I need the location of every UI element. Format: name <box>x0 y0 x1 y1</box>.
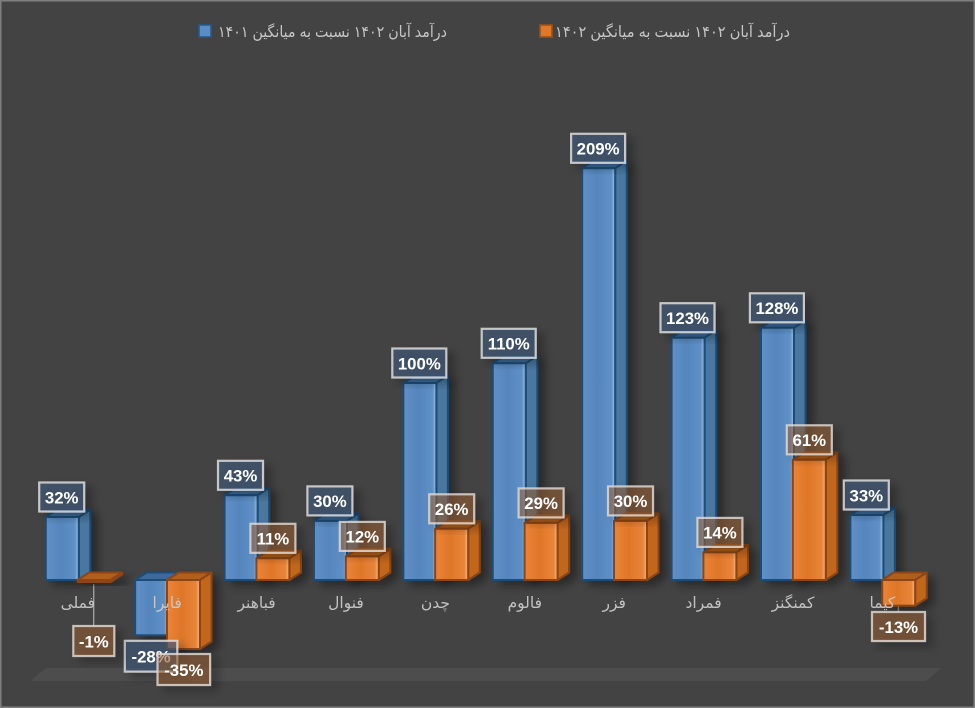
svg-text:چدن: چدن <box>421 595 450 612</box>
svg-text:درآمد آبان ۱۴۰۲ نسبت به میانگی: درآمد آبان ۱۴۰۲ نسبت به میانگین ۱۴۰۲ <box>555 22 790 41</box>
svg-text:فایرا: فایرا <box>153 595 182 612</box>
svg-text:فالوم: فالوم <box>508 595 542 612</box>
svg-text:43%: 43% <box>224 467 258 486</box>
svg-text:-13%: -13% <box>879 618 918 637</box>
svg-text:14%: 14% <box>703 524 737 543</box>
svg-text:-1%: -1% <box>79 632 109 651</box>
svg-text:فنوال: فنوال <box>328 595 364 612</box>
svg-text:209%: 209% <box>577 140 620 159</box>
svg-text:فزر: فزر <box>601 595 625 612</box>
svg-text:درآمد آبان ۱۴۰۲ نسبت به میانگی: درآمد آبان ۱۴۰۲ نسبت به میانگین ۱۴۰۱ <box>218 22 447 41</box>
svg-text:30%: 30% <box>313 492 347 511</box>
svg-text:کمنگنز: کمنگنز <box>771 594 815 612</box>
svg-text:128%: 128% <box>755 299 798 318</box>
svg-text:فملی: فملی <box>61 595 95 612</box>
svg-text:11%: 11% <box>257 530 290 549</box>
svg-text:61%: 61% <box>793 431 827 450</box>
svg-text:کیما: کیما <box>870 595 896 612</box>
svg-text:فمراد: فمراد <box>686 595 722 612</box>
svg-text:12%: 12% <box>346 528 380 547</box>
svg-text:33%: 33% <box>850 486 884 505</box>
svg-text:29%: 29% <box>524 494 558 513</box>
svg-text:26%: 26% <box>435 500 469 519</box>
svg-text:30%: 30% <box>614 492 648 511</box>
svg-text:-35%: -35% <box>164 661 203 680</box>
svg-text:123%: 123% <box>666 309 709 328</box>
svg-text:100%: 100% <box>398 354 441 373</box>
svg-text:110%: 110% <box>488 335 530 354</box>
svg-text:فباهنر: فباهنر <box>236 595 275 612</box>
svg-text:32%: 32% <box>45 488 79 507</box>
